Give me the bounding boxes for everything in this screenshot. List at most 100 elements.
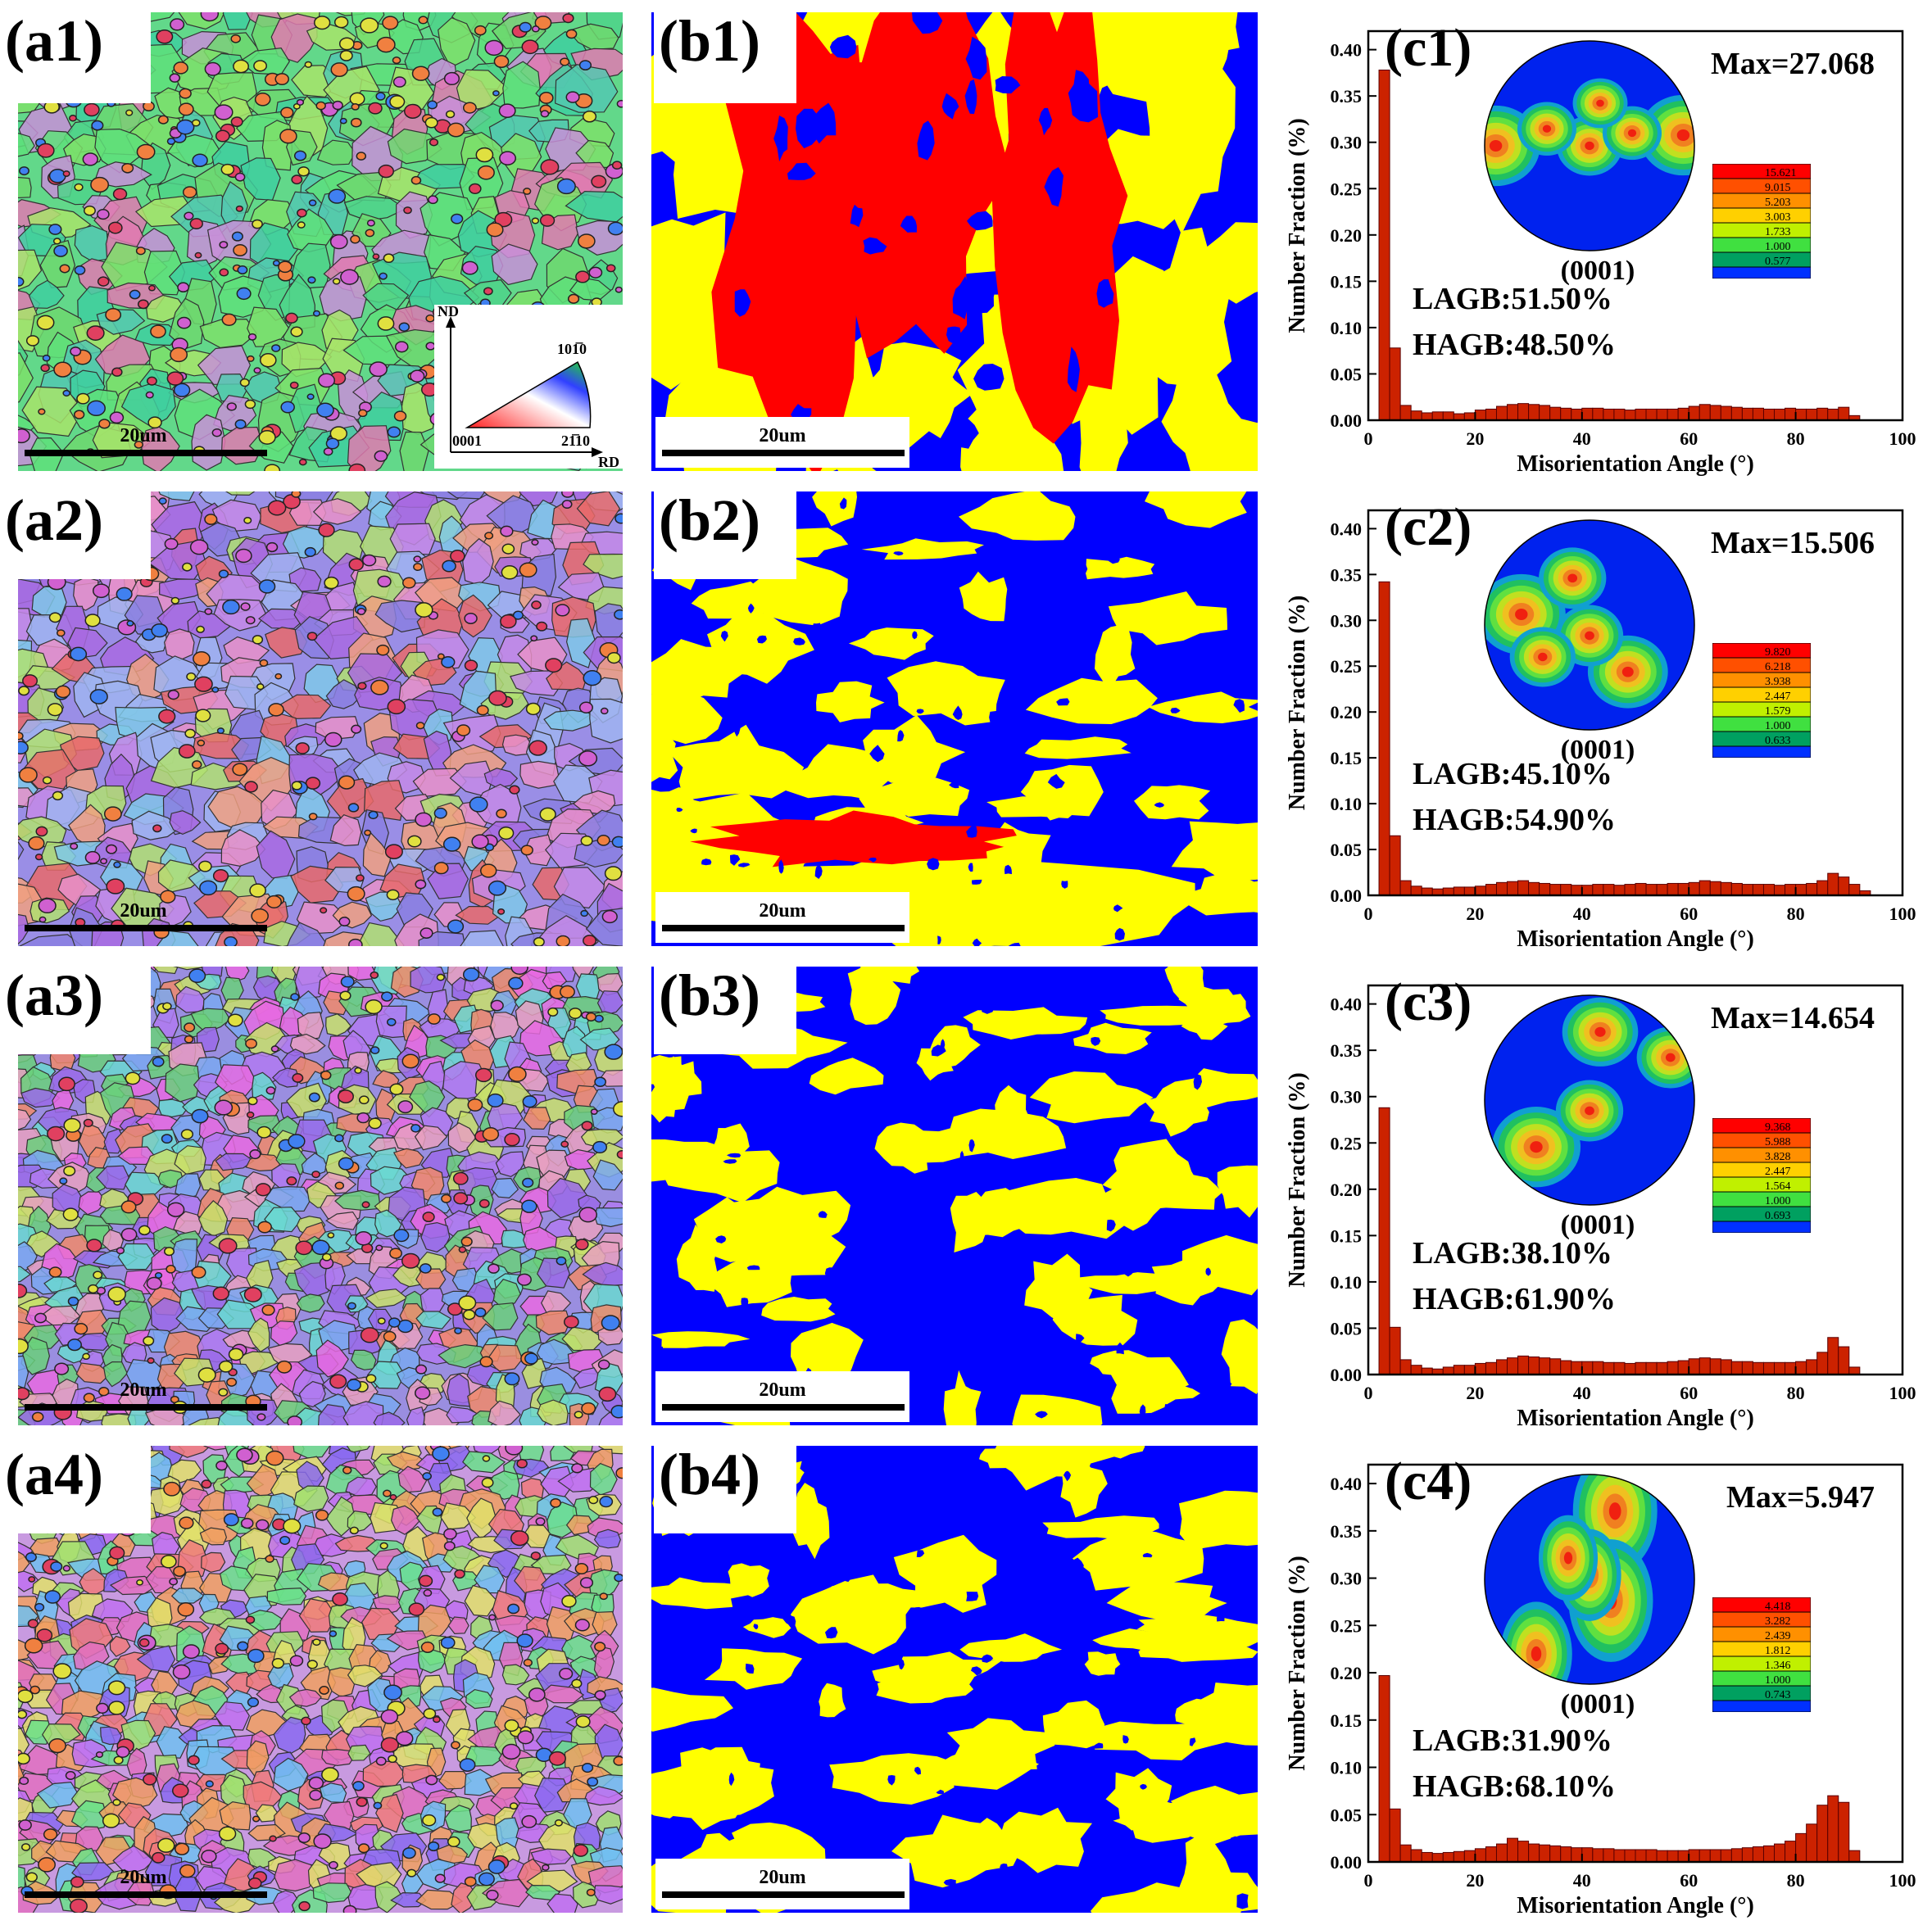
pole-figure-container: [1483, 1473, 1696, 1686]
pole-figure-label: (0001): [1560, 1210, 1635, 1240]
scale-bar-b: [662, 1404, 905, 1411]
plot-frame: [1367, 984, 1904, 1376]
x-tick-label: 40: [1573, 904, 1591, 924]
y-tick-label: 0.25: [1331, 179, 1363, 199]
pole-figure: [1484, 994, 1695, 1206]
histogram-bar: [1378, 1107, 1390, 1375]
scale-bar-label-a: 20um: [120, 425, 167, 446]
scale-bar-a: [25, 925, 267, 931]
y-axis-label: Number Fraction (%): [1285, 1072, 1310, 1287]
histogram-bar: [1816, 1805, 1829, 1863]
histogram-bar: [1560, 1360, 1572, 1375]
x-axis-label: Misorientation Angle (°): [1517, 1406, 1754, 1431]
y-tick-label: 0.05: [1331, 840, 1363, 860]
histogram-bar: [1677, 1850, 1689, 1863]
histogram-bar: [1762, 884, 1776, 896]
x-tick-label: 80: [1787, 428, 1805, 449]
histogram-bar: [1581, 1847, 1594, 1863]
histogram-bar: [1539, 882, 1551, 896]
histogram-bar: [1507, 1357, 1519, 1375]
histogram-bar: [1571, 1361, 1583, 1375]
histogram-bar: [1528, 1843, 1540, 1863]
y-tick-label: 0.20: [1331, 225, 1363, 246]
histogram-bar: [1709, 1849, 1721, 1863]
axis-nd-label: ND: [438, 305, 459, 319]
legend-level: 9.368: [1765, 1121, 1791, 1134]
histogram-bar: [1688, 1849, 1700, 1863]
histogram-bar: [1688, 881, 1700, 896]
y-tick-label: 0.20: [1331, 1180, 1363, 1200]
legend-level: 0.693: [1765, 1210, 1791, 1222]
scale-bar-label-b: 20um: [759, 1379, 806, 1401]
histogram-bar: [1752, 884, 1764, 896]
y-tick-label: 0.00: [1331, 1852, 1363, 1873]
histogram-bar: [1667, 1850, 1679, 1863]
histogram-bar: [1645, 1361, 1658, 1375]
x-tick-label: 40: [1573, 1870, 1591, 1891]
panel-label-b: (b2): [654, 479, 796, 579]
panel-label-b: (b1): [654, 0, 796, 103]
histogram-bar: [1720, 1849, 1732, 1863]
x-tick-label: 100: [1889, 428, 1916, 449]
histogram-bar: [1730, 1361, 1743, 1375]
histogram-bar: [1848, 1850, 1861, 1863]
histogram-bar: [1431, 1853, 1444, 1863]
phase-map-panel: [651, 491, 1258, 946]
phase-map: [651, 967, 1258, 1425]
pole-figure: [1484, 40, 1695, 251]
histogram-bar: [1635, 408, 1647, 421]
histogram-bar: [1560, 884, 1572, 896]
legend-level: 1.000: [1765, 1674, 1791, 1687]
panel-label-b: (b4): [654, 1434, 796, 1533]
y-tick-label: 0.15: [1331, 1710, 1363, 1731]
histogram-bar: [1410, 410, 1422, 421]
histogram-bar: [1539, 1844, 1551, 1863]
histogram-bar: [1495, 405, 1508, 421]
x-tick-label: 40: [1573, 1383, 1591, 1403]
histogram-bar: [1827, 872, 1839, 896]
y-tick-label: 0.00: [1331, 1365, 1363, 1385]
legend-level: 15.621: [1765, 167, 1797, 179]
histogram-bar: [1709, 1358, 1721, 1375]
row-3: (a3) 20um (b3) 20um 0 20 40 60 80 100 0.00 0.05 0.10…: [0, 954, 1932, 1434]
histogram-bar: [1848, 884, 1861, 896]
legend-level: 1.564: [1765, 1180, 1791, 1193]
histogram-bar: [1421, 1851, 1433, 1863]
histogram-bar: [1560, 407, 1572, 421]
legend-level: 2.447: [1765, 1166, 1791, 1178]
histogram-bar: [1656, 1850, 1668, 1863]
histogram-bar: [1762, 1361, 1776, 1375]
y-tick-label: 0.05: [1331, 364, 1363, 384]
histogram-bar: [1774, 408, 1786, 421]
max-intensity-label: Max=5.947: [1726, 1480, 1875, 1515]
histogram-bar: [1485, 408, 1497, 421]
y-tick-label: 0.35: [1331, 1521, 1363, 1542]
histogram-bar: [1752, 407, 1764, 421]
histogram-bar: [1603, 1848, 1615, 1863]
y-tick-label: 0.15: [1331, 748, 1363, 768]
row-4: (a4) 20um (b4) 20um 0 20 40 60 80 100 0.00 0.05 0.10…: [0, 1434, 1932, 1921]
histogram-bar: [1613, 1849, 1626, 1863]
histogram-bar: [1571, 408, 1583, 421]
x-axis-label: Misorientation Angle (°): [1517, 1893, 1754, 1918]
histogram-bar: [1741, 407, 1753, 421]
histogram-bar: [1571, 885, 1583, 896]
legend-level: 3.003: [1765, 211, 1791, 224]
histogram-bar: [1539, 405, 1551, 421]
y-tick-label: 0.15: [1331, 1225, 1363, 1246]
pole-figure-container: [1483, 39, 1696, 252]
histogram-bar: [1517, 403, 1530, 421]
histogram-bar: [1645, 1849, 1658, 1863]
y-tick-label: 0.30: [1331, 1087, 1363, 1107]
histogram-bar: [1463, 886, 1476, 896]
histogram-bar: [1581, 885, 1594, 896]
histogram-bar: [1720, 881, 1732, 896]
x-tick-label: 20: [1466, 1870, 1484, 1891]
histogram-bar: [1410, 1849, 1422, 1863]
histogram-bar: [1741, 884, 1753, 896]
histogram-bar: [1838, 1346, 1850, 1375]
histogram-bar: [1495, 1359, 1508, 1375]
histogram-bar: [1549, 1358, 1562, 1375]
histogram-bar: [1677, 882, 1689, 896]
x-tick-label: 100: [1889, 904, 1916, 924]
